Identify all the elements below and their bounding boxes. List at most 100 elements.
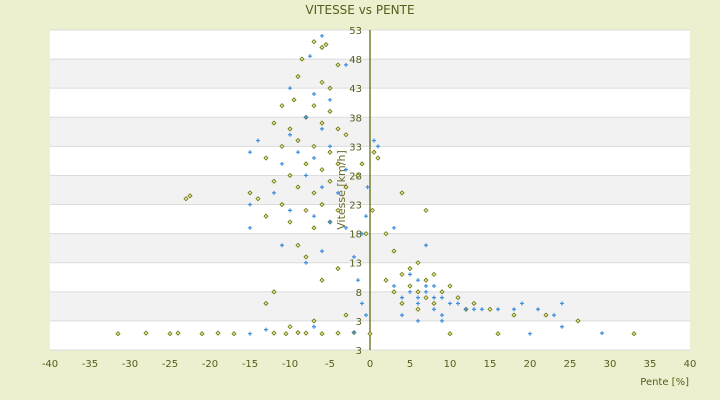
data-point bbox=[528, 331, 532, 336]
data-point bbox=[248, 202, 252, 207]
data-point bbox=[335, 126, 341, 132]
data-point bbox=[280, 161, 284, 166]
data-point bbox=[631, 331, 637, 337]
data-point bbox=[263, 155, 269, 161]
data-point bbox=[303, 207, 309, 213]
data-point bbox=[447, 331, 453, 337]
y-tick-label: 23 bbox=[349, 201, 362, 212]
data-point bbox=[327, 149, 333, 155]
data-point bbox=[375, 155, 381, 161]
data-point bbox=[248, 225, 252, 230]
data-point bbox=[311, 318, 317, 324]
data-point bbox=[400, 295, 404, 300]
data-point bbox=[304, 173, 308, 178]
data-point bbox=[552, 313, 556, 318]
data-point bbox=[115, 331, 121, 337]
x-tick-label: 5 bbox=[407, 359, 413, 370]
data-point bbox=[400, 313, 404, 318]
data-point bbox=[319, 79, 325, 85]
data-point bbox=[496, 307, 500, 312]
data-point bbox=[376, 144, 380, 149]
data-point bbox=[287, 172, 293, 179]
data-point bbox=[416, 295, 420, 300]
data-point bbox=[319, 44, 325, 51]
data-point bbox=[279, 201, 285, 208]
data-point bbox=[455, 295, 461, 301]
data-point bbox=[440, 313, 444, 318]
data-point bbox=[399, 271, 405, 277]
data-point bbox=[320, 185, 324, 190]
data-point bbox=[407, 265, 413, 272]
data-point bbox=[183, 196, 189, 202]
data-point bbox=[143, 330, 149, 336]
data-point bbox=[279, 143, 285, 149]
data-point bbox=[424, 243, 428, 248]
y-tick-label: 43 bbox=[349, 84, 362, 95]
x-tick-label: 15 bbox=[484, 359, 497, 370]
y-tick-label: 18 bbox=[349, 230, 362, 241]
data-point bbox=[383, 277, 389, 283]
data-point bbox=[248, 150, 252, 155]
data-point bbox=[272, 190, 276, 195]
data-point bbox=[432, 307, 436, 312]
data-point bbox=[560, 301, 564, 306]
data-point bbox=[359, 161, 365, 167]
data-point bbox=[320, 126, 324, 131]
data-point bbox=[328, 144, 332, 149]
data-point bbox=[312, 156, 316, 160]
data-point bbox=[304, 260, 308, 265]
data-point bbox=[472, 307, 476, 312]
x-tick-label: -25 bbox=[162, 359, 178, 370]
data-point bbox=[311, 143, 317, 149]
data-point bbox=[311, 190, 317, 196]
data-point bbox=[360, 301, 364, 306]
x-tick-label: 30 bbox=[604, 359, 617, 370]
data-point bbox=[456, 301, 460, 306]
x-tick-label: 35 bbox=[644, 359, 657, 370]
data-point bbox=[320, 33, 324, 38]
x-axis-label: Pente [%] bbox=[640, 377, 689, 388]
data-point bbox=[356, 278, 360, 283]
data-point bbox=[264, 327, 268, 332]
data-point bbox=[392, 225, 396, 230]
data-point bbox=[364, 214, 368, 219]
x-tick-label: 0 bbox=[367, 359, 373, 370]
data-point bbox=[344, 62, 348, 67]
data-point bbox=[271, 289, 277, 295]
data-point bbox=[464, 307, 468, 312]
x-tick-label: -40 bbox=[42, 359, 58, 370]
data-point bbox=[263, 213, 269, 219]
x-tick-label: -15 bbox=[242, 359, 258, 370]
data-point bbox=[187, 193, 193, 199]
data-point bbox=[424, 284, 428, 288]
data-point bbox=[167, 331, 173, 337]
data-point bbox=[319, 331, 325, 337]
data-point bbox=[328, 220, 332, 224]
data-point bbox=[312, 92, 316, 96]
x-tick-label: -5 bbox=[325, 359, 335, 370]
data-point bbox=[271, 120, 277, 126]
data-point bbox=[256, 138, 260, 143]
data-point bbox=[424, 289, 428, 294]
data-point bbox=[423, 295, 429, 301]
data-point bbox=[231, 331, 237, 337]
data-point bbox=[448, 301, 452, 306]
data-point bbox=[480, 307, 484, 312]
data-point bbox=[295, 73, 301, 80]
data-point bbox=[215, 330, 221, 336]
data-point bbox=[271, 330, 277, 336]
data-point bbox=[323, 41, 329, 48]
x-tick-label: 20 bbox=[524, 359, 537, 370]
data-point bbox=[439, 289, 445, 295]
data-point bbox=[288, 132, 292, 137]
data-point bbox=[319, 167, 325, 173]
data-point bbox=[416, 278, 420, 283]
data-point bbox=[335, 62, 341, 68]
data-point bbox=[367, 331, 373, 337]
data-point bbox=[471, 300, 477, 307]
data-point bbox=[447, 283, 453, 289]
y-tick-label: 8 bbox=[356, 288, 362, 299]
data-point bbox=[440, 295, 444, 300]
data-point bbox=[432, 295, 436, 300]
data-point bbox=[295, 242, 301, 248]
